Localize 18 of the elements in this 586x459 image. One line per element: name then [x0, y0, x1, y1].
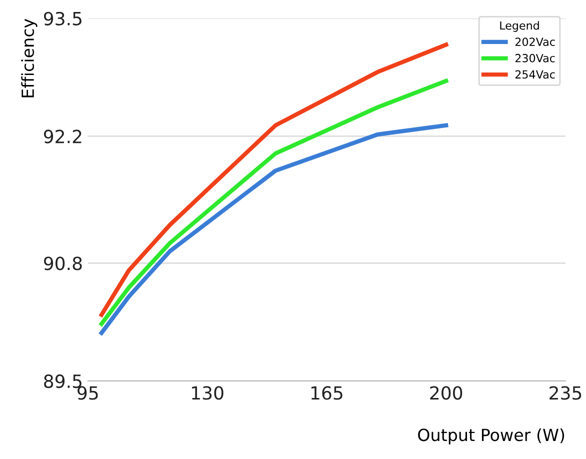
- line-series: [99, 42, 448, 317]
- legend-label: 202Vac: [515, 38, 555, 46]
- y-tick-label: 90.8: [44, 256, 82, 270]
- legend-label: 230Vac: [515, 54, 555, 62]
- line-series: [99, 78, 448, 326]
- y-tick-label: 89.5: [44, 374, 82, 388]
- legend-label: 254Vac: [515, 70, 555, 79]
- y-tick-label: 92.2: [44, 130, 82, 144]
- x-tick-label: 235: [550, 386, 582, 400]
- y-tick-label: 93.5: [44, 12, 82, 26]
- x-tick-label: 95: [78, 386, 98, 400]
- x-tick-label: 130: [192, 386, 224, 400]
- line-series: [99, 123, 448, 336]
- y-axis-title: Efficiency: [21, 18, 38, 98]
- x-tick-label: 165: [311, 386, 342, 400]
- x-axis-title: Output Power (W): [418, 428, 564, 444]
- legend-title: Legend: [500, 21, 539, 32]
- x-tick-label: 200: [430, 386, 462, 400]
